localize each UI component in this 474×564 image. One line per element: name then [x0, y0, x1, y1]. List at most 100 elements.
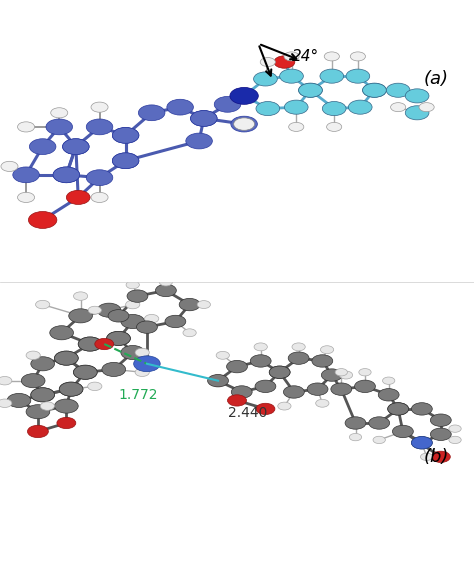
- Circle shape: [208, 374, 228, 387]
- Circle shape: [66, 190, 90, 205]
- Circle shape: [274, 56, 295, 68]
- Circle shape: [363, 83, 386, 98]
- Circle shape: [51, 108, 68, 118]
- Circle shape: [411, 437, 432, 449]
- Circle shape: [73, 292, 88, 301]
- Circle shape: [107, 331, 130, 345]
- Circle shape: [53, 167, 80, 183]
- Circle shape: [350, 52, 365, 61]
- Circle shape: [373, 437, 385, 443]
- Circle shape: [1, 161, 18, 171]
- Circle shape: [97, 303, 121, 317]
- Circle shape: [449, 437, 461, 443]
- Circle shape: [288, 352, 309, 364]
- Circle shape: [121, 314, 145, 328]
- Circle shape: [26, 404, 50, 418]
- Circle shape: [386, 83, 410, 98]
- Circle shape: [50, 326, 73, 340]
- Circle shape: [232, 89, 256, 103]
- Circle shape: [78, 337, 102, 351]
- Circle shape: [26, 351, 40, 360]
- Circle shape: [46, 119, 73, 135]
- Circle shape: [349, 433, 362, 441]
- Circle shape: [231, 116, 257, 132]
- Circle shape: [391, 103, 406, 112]
- Text: 2.440: 2.440: [228, 406, 267, 420]
- Circle shape: [363, 83, 386, 98]
- Circle shape: [327, 122, 342, 131]
- Circle shape: [145, 315, 159, 323]
- Circle shape: [280, 69, 303, 83]
- Circle shape: [18, 192, 35, 202]
- Circle shape: [95, 338, 114, 350]
- Circle shape: [383, 377, 395, 385]
- Circle shape: [63, 139, 89, 155]
- Circle shape: [378, 389, 399, 401]
- Circle shape: [324, 52, 339, 61]
- Circle shape: [59, 382, 83, 396]
- Circle shape: [86, 119, 113, 135]
- Circle shape: [112, 127, 139, 143]
- Circle shape: [269, 366, 290, 378]
- Circle shape: [127, 290, 148, 302]
- Circle shape: [112, 153, 139, 169]
- Circle shape: [155, 284, 176, 297]
- Circle shape: [430, 414, 451, 426]
- Circle shape: [135, 349, 149, 357]
- Circle shape: [369, 417, 390, 429]
- Circle shape: [230, 87, 258, 104]
- Circle shape: [186, 133, 212, 149]
- Circle shape: [405, 106, 429, 120]
- Circle shape: [256, 403, 275, 415]
- Text: (a): (a): [424, 70, 448, 88]
- Circle shape: [348, 100, 372, 114]
- Circle shape: [179, 298, 200, 311]
- Circle shape: [29, 139, 56, 155]
- Circle shape: [28, 212, 57, 228]
- Circle shape: [355, 380, 375, 393]
- Circle shape: [134, 356, 160, 372]
- Circle shape: [449, 425, 461, 432]
- Circle shape: [31, 357, 55, 371]
- Circle shape: [88, 306, 101, 314]
- Circle shape: [86, 170, 113, 186]
- Circle shape: [231, 386, 252, 398]
- Circle shape: [107, 331, 130, 345]
- Circle shape: [299, 83, 322, 98]
- Circle shape: [53, 167, 80, 183]
- Circle shape: [159, 278, 173, 286]
- Circle shape: [55, 399, 78, 413]
- Circle shape: [289, 122, 304, 131]
- Circle shape: [13, 167, 39, 183]
- Circle shape: [63, 139, 89, 155]
- Circle shape: [256, 102, 280, 116]
- Circle shape: [405, 89, 429, 103]
- Circle shape: [78, 337, 102, 351]
- Circle shape: [191, 111, 217, 126]
- Circle shape: [430, 428, 451, 440]
- Circle shape: [216, 351, 229, 359]
- Circle shape: [91, 102, 108, 112]
- Text: 24°: 24°: [292, 49, 319, 64]
- Circle shape: [339, 371, 353, 379]
- Circle shape: [0, 399, 12, 407]
- Circle shape: [234, 118, 255, 130]
- Circle shape: [254, 72, 277, 86]
- Circle shape: [321, 369, 342, 381]
- Circle shape: [420, 453, 433, 460]
- Circle shape: [250, 355, 271, 367]
- Circle shape: [320, 69, 344, 83]
- Circle shape: [31, 388, 55, 402]
- Circle shape: [227, 360, 247, 373]
- Circle shape: [388, 403, 409, 415]
- Circle shape: [7, 394, 31, 407]
- Circle shape: [91, 192, 108, 202]
- Circle shape: [57, 417, 76, 429]
- Circle shape: [21, 373, 45, 388]
- Circle shape: [283, 386, 304, 398]
- Circle shape: [411, 437, 432, 449]
- Circle shape: [231, 88, 257, 104]
- Circle shape: [88, 382, 102, 390]
- Circle shape: [183, 329, 196, 337]
- Circle shape: [102, 363, 126, 377]
